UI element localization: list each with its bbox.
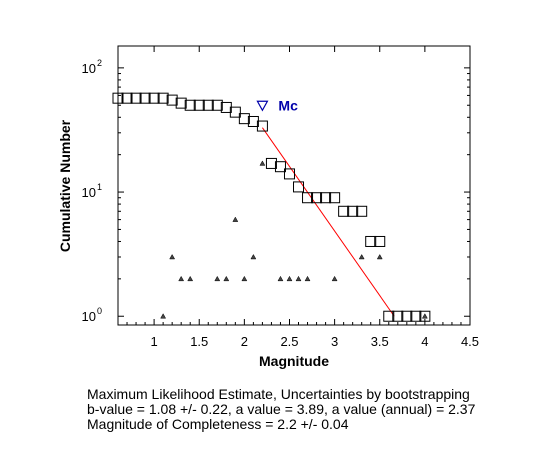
noncumulative-point [295, 275, 302, 282]
cumulative-point [320, 192, 332, 204]
noncumulative-point [241, 275, 248, 282]
cumulative-point [193, 99, 205, 111]
cumulative-point [283, 168, 295, 180]
cumulative-point [410, 310, 422, 322]
cumulative-point [211, 99, 223, 111]
cumulative-point [311, 192, 323, 204]
plot-frame [117, 45, 471, 326]
noncumulative-point [358, 253, 365, 260]
cumulative-point [356, 205, 368, 217]
cumulative-point [383, 310, 395, 322]
mc-label: Mc [278, 97, 298, 113]
cumulative-point [247, 115, 259, 127]
cumulative-point [401, 310, 413, 322]
noncumulative-point [169, 253, 176, 260]
cumulative-point [293, 181, 305, 193]
y-tick-exponent: 1 [97, 182, 102, 192]
caption-line-method: Maximum Likelihood Estimate, Uncertainti… [87, 386, 470, 402]
cumulative-point [238, 113, 250, 125]
noncumulative-point [286, 275, 293, 282]
cumulative-point [112, 92, 124, 104]
x-tick-label: 3.5 [371, 334, 389, 349]
y-tick-exponent: 2 [97, 58, 102, 68]
x-tick-label: 2 [241, 334, 248, 349]
noncumulative-point [259, 160, 266, 166]
cumulative-point [302, 192, 314, 204]
b-value-fit-line [262, 127, 395, 317]
y-tick-label: 10 [82, 309, 96, 324]
noncumulative-point [304, 275, 311, 282]
cumulative-point [184, 99, 196, 111]
noncumulative-point [223, 275, 230, 282]
cumulative-point [220, 101, 232, 113]
cumulative-point [130, 92, 142, 104]
noncumulative-point [178, 275, 185, 282]
cumulative-point [392, 310, 404, 322]
noncumulative-point [277, 275, 284, 282]
cumulative-point [166, 94, 178, 106]
cumulative-point [374, 235, 386, 247]
cumulative-point [256, 120, 268, 132]
cumulative-point [265, 157, 277, 169]
y-axis-label: Cumulative Number [57, 119, 73, 252]
caption-line-bvalue: b-value = 1.08 +/- 0.22, a value = 3.89,… [87, 401, 476, 417]
cumulative-point [338, 205, 350, 217]
x-tick-label: 2.5 [280, 334, 298, 349]
y-tick-label: 10 [82, 185, 96, 200]
fit-line [262, 127, 395, 317]
noncumulative-point [160, 313, 167, 319]
mc-annotation: Mc [256, 97, 298, 113]
x-tick-label: 4 [421, 334, 428, 349]
cumulative-point [329, 192, 341, 204]
noncumulative-point [331, 275, 338, 282]
x-tick-label: 1 [150, 334, 157, 349]
noncumulative-point [187, 275, 194, 282]
mc-marker [256, 100, 269, 112]
cumulative-point [175, 97, 187, 109]
x-axis-label: Magnitude [259, 353, 329, 369]
cumulative-point [274, 161, 286, 173]
noncumulative-point [376, 253, 383, 260]
cumulative-point [419, 310, 431, 322]
noncumulative-point [214, 275, 221, 282]
cumulative-point [347, 205, 359, 217]
cumulative-point [148, 92, 160, 104]
noncumulative-markers [160, 160, 428, 319]
cumulative-point [157, 92, 169, 104]
noncumulative-point [421, 313, 428, 319]
y-tick-label: 10 [82, 61, 96, 76]
noncumulative-point [250, 253, 257, 260]
cumulative-markers [112, 92, 431, 322]
cumulative-point [202, 99, 214, 111]
cumulative-point [139, 92, 151, 104]
x-tick-label: 1.5 [190, 334, 208, 349]
cumulative-point [229, 106, 241, 118]
noncumulative-point [232, 216, 239, 222]
x-tick-label: 4.5 [461, 334, 479, 349]
cumulative-point [121, 92, 133, 104]
x-tick-label: 3 [331, 334, 338, 349]
y-tick-exponent: 0 [97, 306, 102, 316]
caption-line-mc: Magnitude of Completeness = 2.2 +/- 0.04 [87, 416, 349, 432]
cumulative-point [365, 235, 377, 247]
caption: Maximum Likelihood Estimate, Uncertainti… [87, 387, 475, 432]
